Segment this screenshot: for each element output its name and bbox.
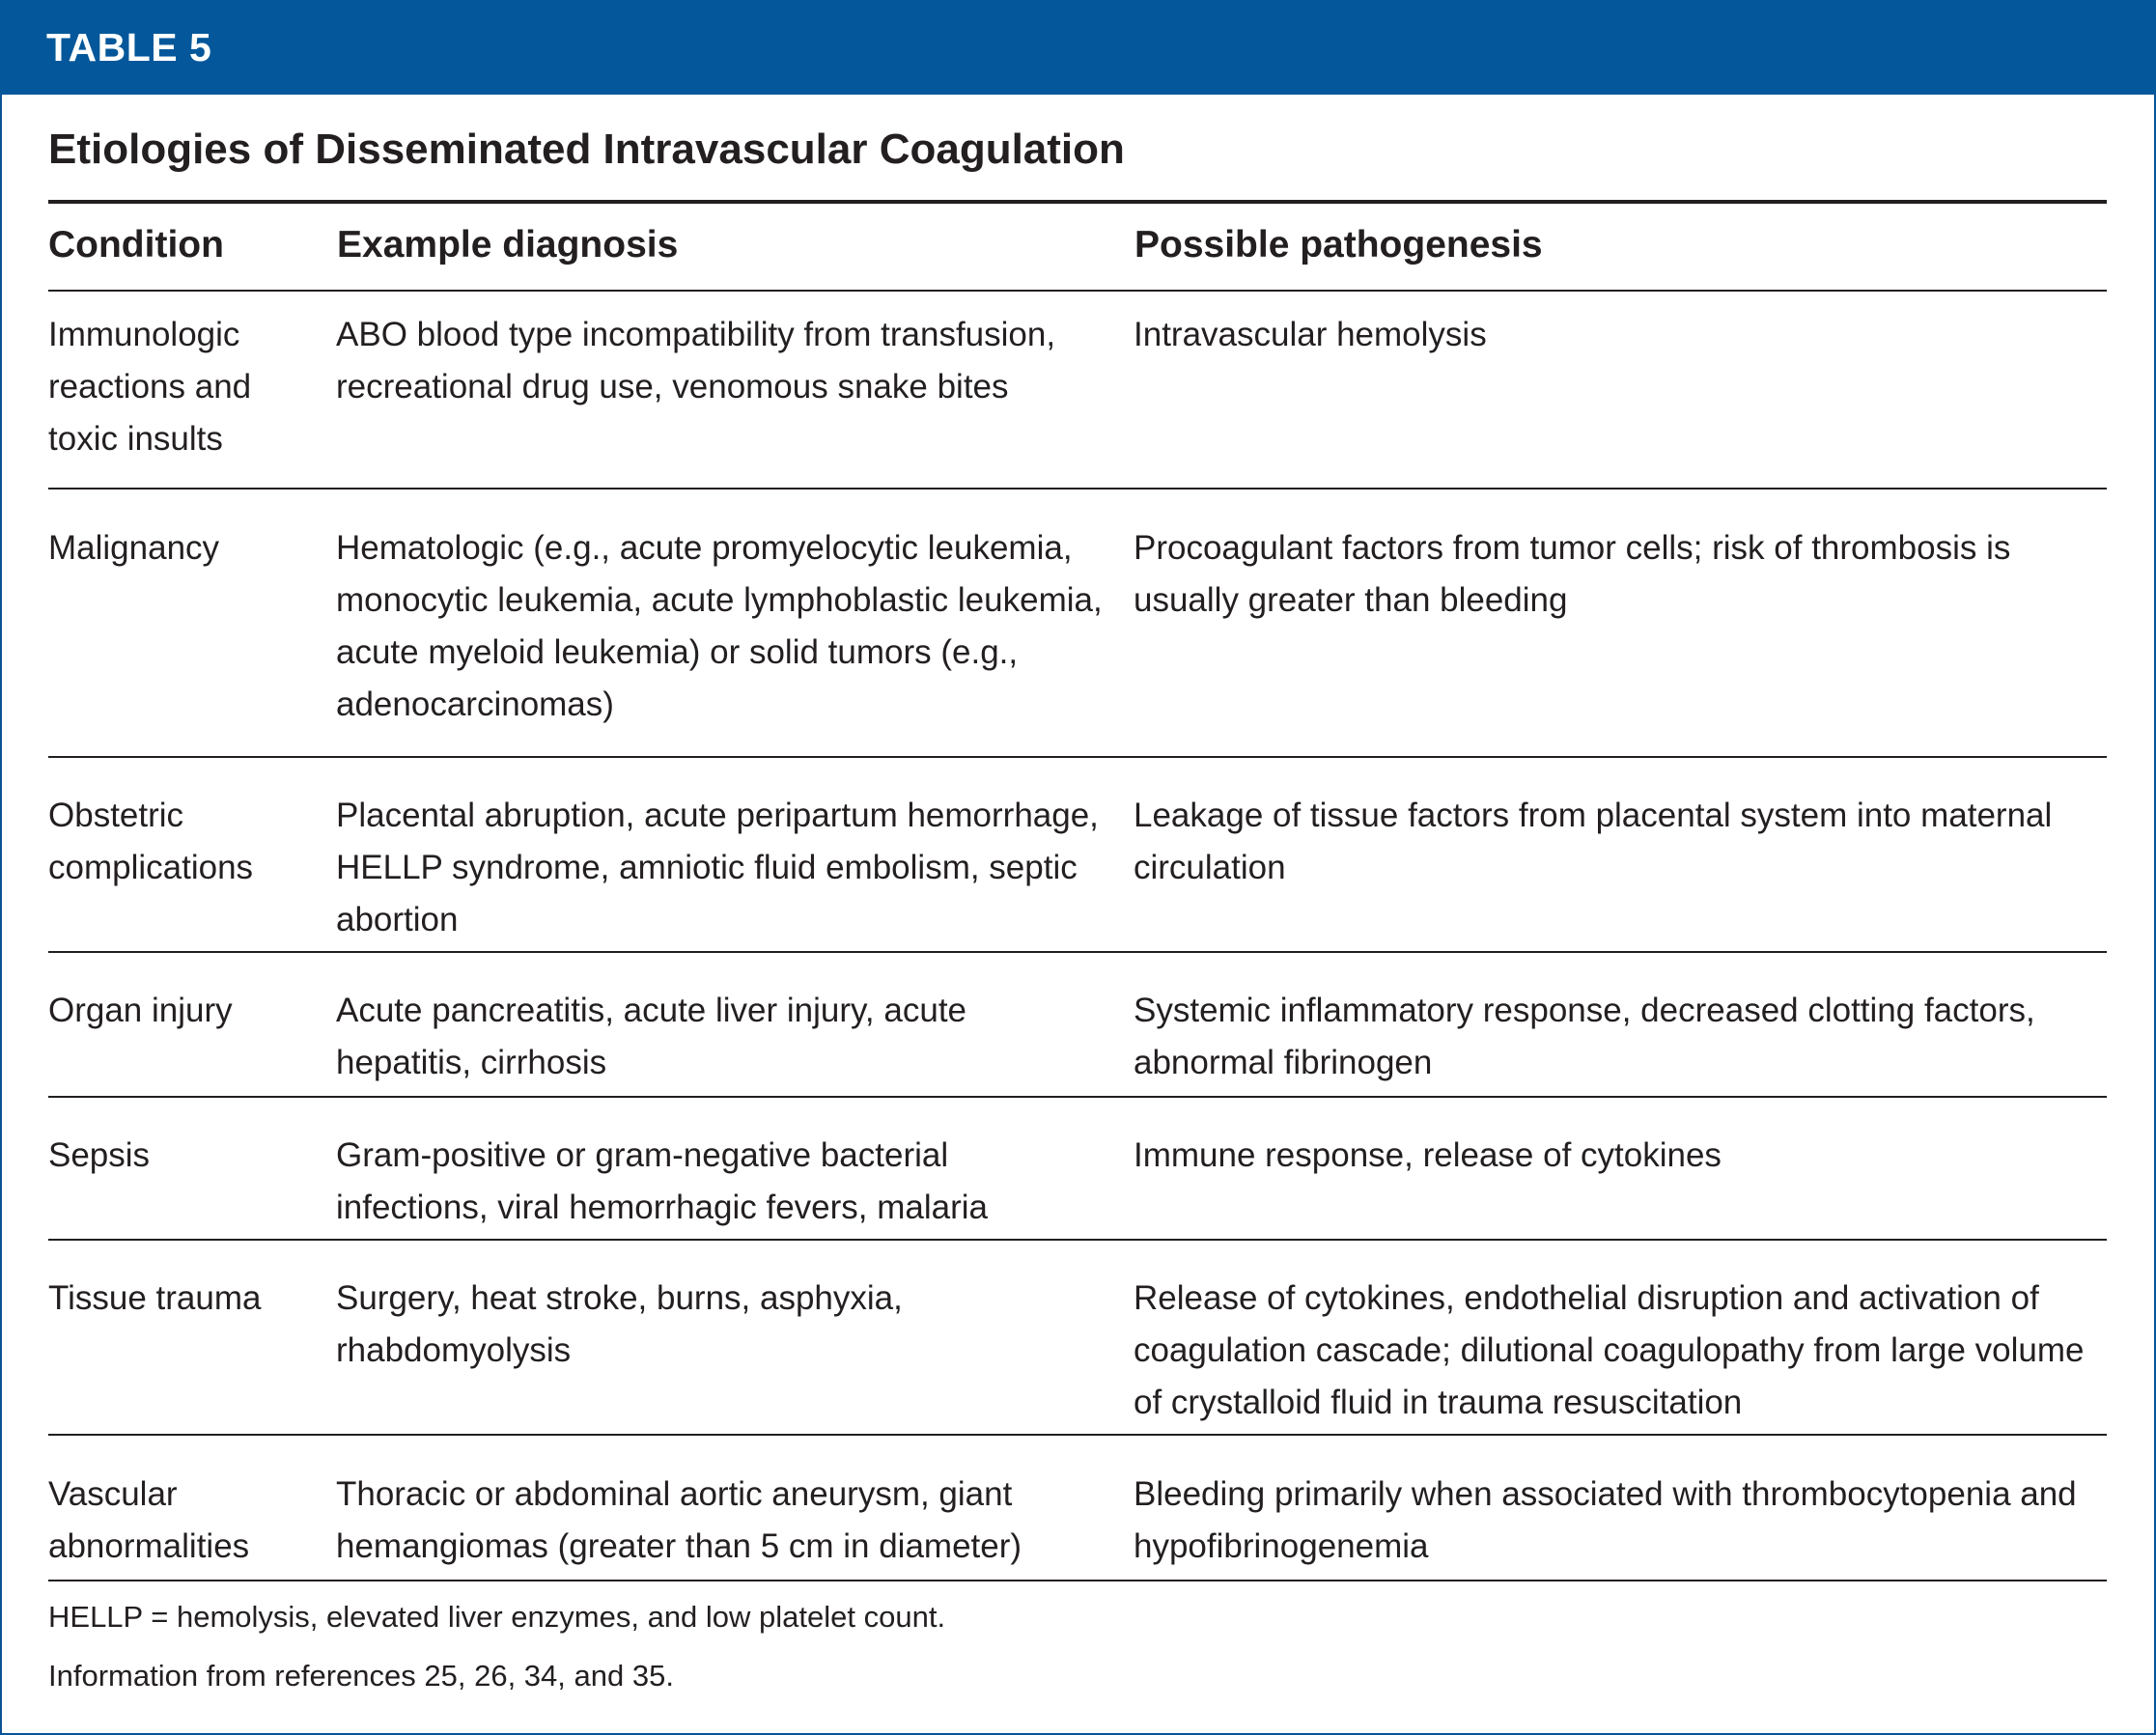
row-rule	[48, 1434, 2107, 1436]
condition-cell: Sepsis	[48, 1136, 151, 1174]
condition-cell: Vascular abnormalities	[48, 1475, 250, 1565]
column-header-condition: Condition	[48, 224, 224, 266]
row-rule	[48, 488, 2107, 490]
condition-cell: Tissue trauma	[48, 1279, 262, 1317]
condition-cell: Obstetric complications	[48, 797, 254, 886]
pathogenesis-cell: Immune response, release of cytokines	[1134, 1136, 1722, 1174]
header-rule	[48, 290, 2107, 292]
table-title: Etiologies of Disseminated Intravascular…	[48, 126, 1125, 173]
condition-cell: Malignancy	[48, 529, 220, 567]
row-rule	[48, 756, 2107, 758]
pathogenesis-cell: Bleeding primarily when associated with …	[1134, 1475, 2077, 1565]
diagnosis-cell: Surgery, heat stroke, burns, asphyxia, r…	[336, 1279, 903, 1369]
pathogenesis-cell: Intravascular hemolysis	[1134, 316, 1487, 353]
diagnosis-cell: Thoracic or abdominal aortic aneurysm, g…	[336, 1475, 1022, 1565]
condition-cell: Immunologic reactions and toxic insults	[48, 316, 252, 458]
row-rule	[48, 1580, 2107, 1581]
diagnosis-cell: Gram-positive or gram-negative bacterial…	[336, 1136, 988, 1226]
pathogenesis-cell: Release of cytokines, endothelial disrup…	[1134, 1279, 2085, 1421]
row-rule	[48, 1239, 2107, 1241]
pathogenesis-cell: Systemic inflammatory response, decrease…	[1134, 992, 2035, 1081]
pathogenesis-cell: Procoagulant factors from tumor cells; r…	[1134, 529, 2011, 619]
condition-cell: Organ injury	[48, 992, 233, 1029]
column-header-diagnosis: Example diagnosis	[337, 224, 679, 266]
footnote: Information from references 25, 26, 34, …	[48, 1659, 674, 1693]
row-rule	[48, 1096, 2107, 1098]
table-label-band: TABLE 5	[0, 0, 2156, 95]
pathogenesis-cell: Leakage of tissue factors from placental…	[1134, 797, 2053, 886]
diagnosis-cell: Hematologic (e.g., acute promyelocytic l…	[336, 529, 1103, 723]
diagnosis-cell: Acute pancreatitis, acute liver injury, …	[336, 992, 967, 1081]
table-label: TABLE 5	[46, 25, 212, 70]
diagnosis-cell: ABO blood type incompatibility from tran…	[336, 316, 1056, 406]
row-rule	[48, 951, 2107, 953]
column-header-pathogenesis: Possible pathogenesis	[1134, 224, 1543, 266]
diagnosis-cell: Placental abruption, acute peripartum he…	[336, 797, 1099, 938]
title-rule	[48, 200, 2107, 204]
footnote: HELLP = hemolysis, elevated liver enzyme…	[48, 1600, 946, 1634]
